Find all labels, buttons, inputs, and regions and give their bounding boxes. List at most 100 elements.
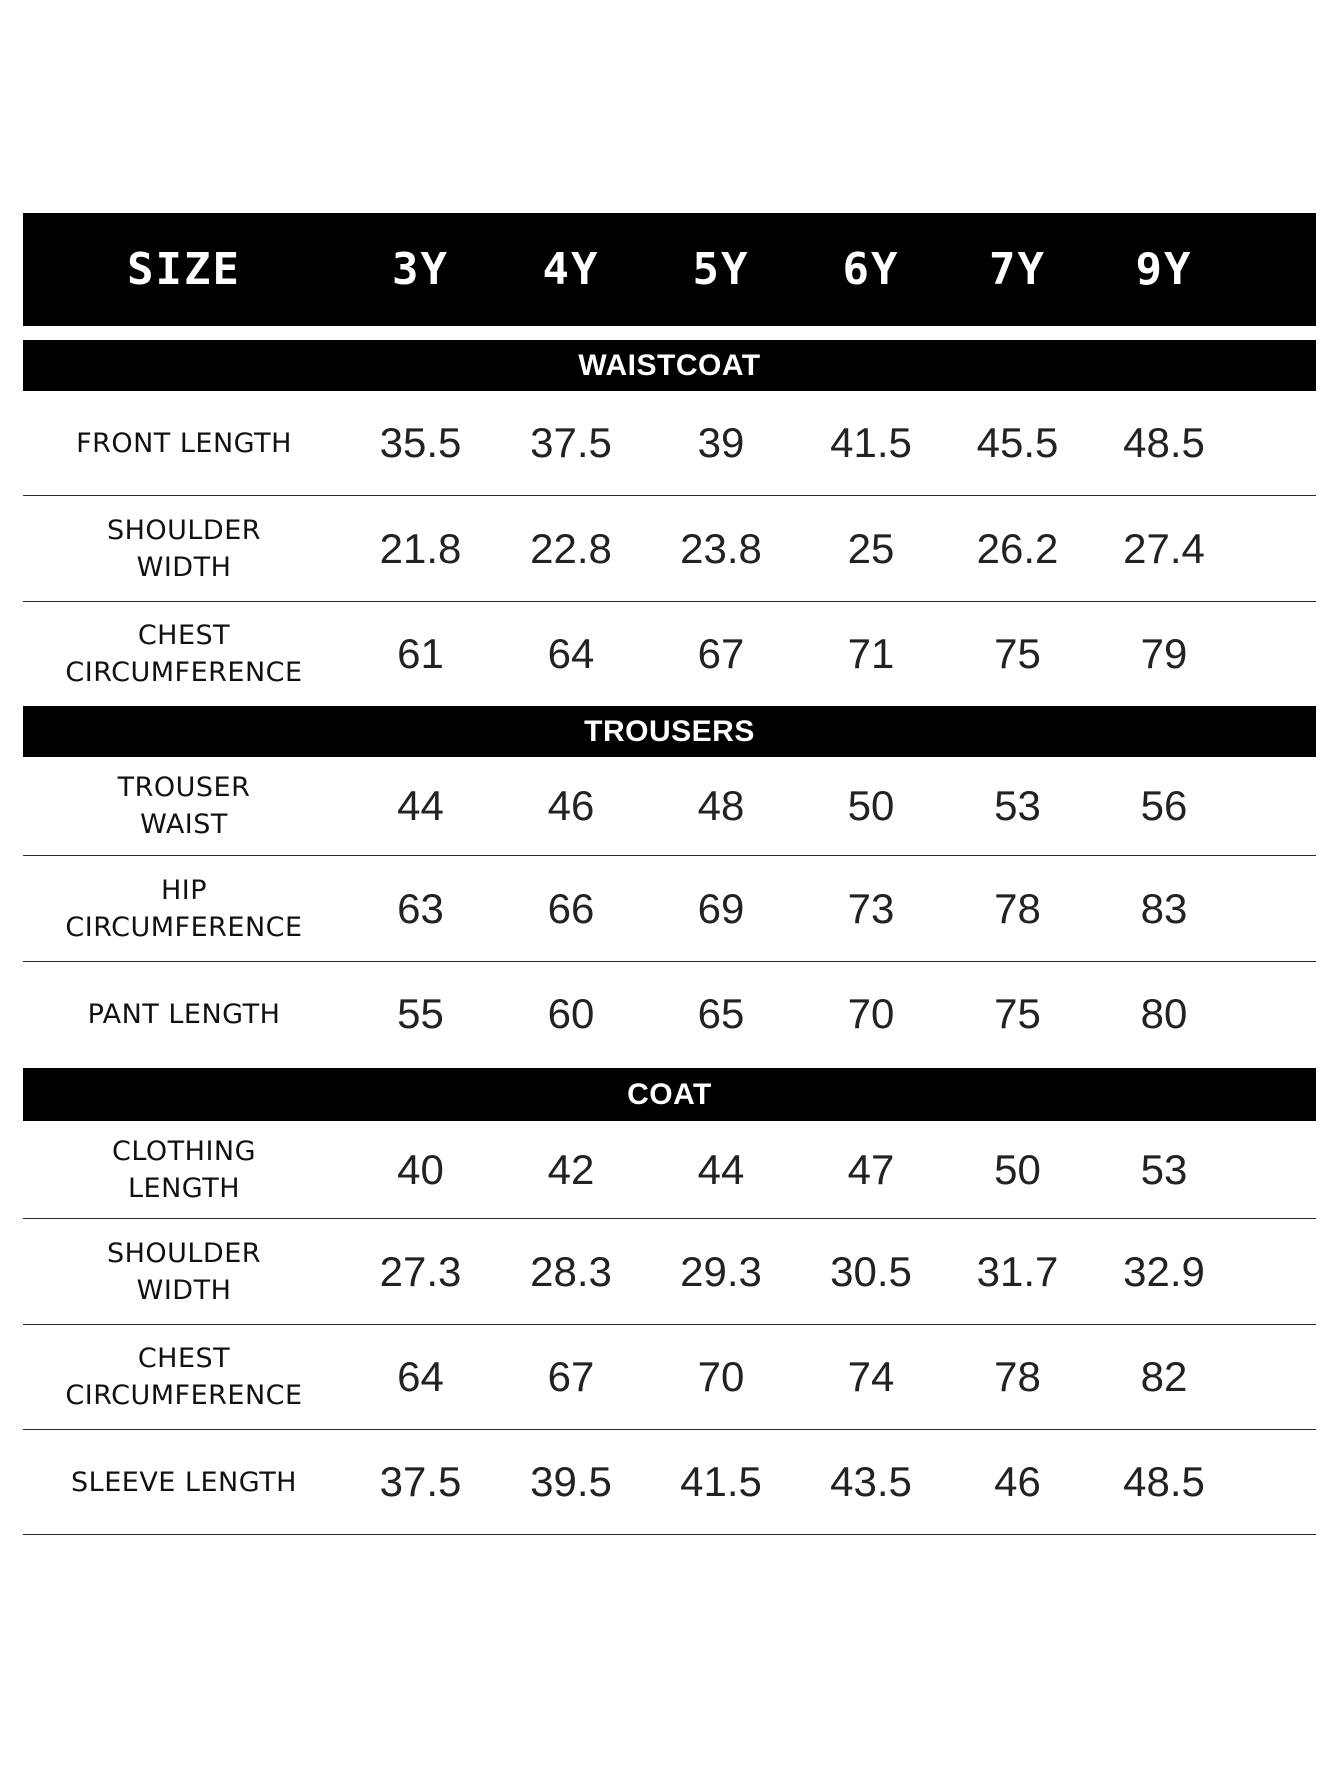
table-cell: 70 — [697, 1353, 745, 1400]
table-cell: 60 — [547, 990, 595, 1037]
table-cell: 53 — [994, 782, 1041, 829]
table-cell: 27.3 — [379, 1247, 462, 1295]
size-header-9y: 9Y — [1135, 244, 1193, 295]
table-row: FRONT LENGTH 35.5 37.5 39 41.5 45.5 48.5 — [23, 391, 1316, 496]
table-row: TROUSER WAIST 44 46 48 50 53 56 — [23, 757, 1316, 856]
table-cell: 78 — [994, 1353, 1041, 1400]
table-cell: 48.5 — [1123, 419, 1205, 466]
table-cell: 55 — [397, 990, 444, 1037]
table-row: SHOULDER WIDTH 27.3 28.3 29.3 30.5 31.7 3… — [23, 1219, 1316, 1325]
row-label-line: CIRCUMFERENCE — [65, 657, 303, 688]
table-cell: 48.5 — [1123, 1458, 1205, 1505]
table-cell: 32.9 — [1123, 1247, 1205, 1295]
table-cell: 79 — [1140, 630, 1188, 677]
table-cell: 64 — [397, 1353, 444, 1400]
table-cell: 39 — [697, 419, 745, 466]
size-chart: SIZE 3Y 4Y 5Y 6Y 7Y 9Y WAISTCOAT FRONT L… — [23, 213, 1316, 1535]
table-cell: 67 — [547, 1353, 595, 1400]
table-cell: 48 — [697, 782, 745, 829]
row-label: TROUSER WAIST — [23, 769, 345, 843]
table-row: CHEST CIRCUMFERENCE 61 64 67 71 75 79 — [23, 602, 1316, 706]
table-cell: 69 — [697, 884, 745, 932]
table-cell: 50 — [994, 1145, 1041, 1193]
table-row: PANT LENGTH 55 60 65 70 75 80 — [23, 962, 1316, 1066]
table-row: HIP CIRCUMFERENCE 63 66 69 73 78 83 — [23, 856, 1316, 962]
row-label: HIP CIRCUMFERENCE — [23, 872, 345, 946]
row-label-line: CHEST — [137, 620, 231, 651]
row-label-line: SHOULDER — [106, 514, 262, 546]
row-label-line: FRONT LENGTH — [76, 427, 292, 459]
row-label: FRONT LENGTH — [23, 425, 345, 462]
table-cell: 47 — [847, 1145, 895, 1193]
row-label: SHOULDER WIDTH — [23, 512, 345, 586]
table-cell: 82 — [1140, 1353, 1188, 1400]
section-coat: COAT — [23, 1068, 1316, 1121]
row-label-line: WAIST — [140, 809, 228, 840]
row-label: CLOTHING LENGTH — [23, 1133, 345, 1207]
table-cell: 80 — [1140, 990, 1188, 1037]
size-header-3y: 3Y — [392, 244, 449, 295]
table-cell: 37.5 — [530, 419, 612, 466]
row-label-line: PANT LENGTH — [87, 998, 281, 1030]
table-cell: 53 — [1140, 1145, 1188, 1193]
table-cell: 66 — [547, 884, 595, 932]
section-waistcoat: WAISTCOAT — [23, 340, 1316, 391]
table-cell: 39.5 — [530, 1458, 612, 1505]
row-label: PANT LENGTH — [23, 996, 345, 1033]
size-header-6y: 6Y — [842, 244, 900, 295]
table-cell: 74 — [847, 1353, 895, 1400]
size-header-7y: 7Y — [989, 244, 1046, 295]
table-cell: 75 — [994, 990, 1041, 1037]
row-label-line: CIRCUMFERENCE — [65, 1380, 303, 1411]
table-cell: 63 — [397, 884, 444, 932]
row-label-line: TROUSER — [117, 772, 251, 803]
table-cell: 64 — [547, 630, 595, 677]
table-cell: 83 — [1140, 884, 1188, 932]
table-cell: 41.5 — [830, 419, 912, 466]
table-cell: 67 — [697, 630, 745, 677]
row-label-line: WIDTH — [136, 1274, 232, 1306]
row-label-line: CIRCUMFERENCE — [65, 911, 303, 943]
table-cell: 61 — [397, 630, 444, 677]
row-label-line: HIP — [160, 874, 208, 906]
size-header-5y: 5Y — [692, 244, 750, 295]
row-label-line: WIDTH — [136, 551, 232, 583]
table-cell: 78 — [994, 884, 1041, 932]
row-label: CHEST CIRCUMFERENCE — [23, 617, 345, 691]
table-cell: 23.8 — [680, 524, 762, 572]
size-header-4y: 4Y — [542, 244, 600, 295]
table-cell: 46 — [547, 782, 595, 829]
table-cell: 31.7 — [976, 1247, 1059, 1295]
table-cell: 42 — [547, 1145, 595, 1193]
row-label-line: CLOTHING — [111, 1135, 257, 1167]
table-cell: 26.2 — [976, 524, 1059, 572]
size-header-bar: SIZE 3Y 4Y 5Y 6Y 7Y 9Y — [23, 213, 1316, 326]
table-cell: 44 — [397, 782, 444, 829]
table-cell: 30.5 — [830, 1247, 912, 1295]
row-label: CHEST CIRCUMFERENCE — [23, 1340, 345, 1414]
table-cell: 21.8 — [379, 524, 462, 572]
table-cell: 73 — [847, 884, 895, 932]
table-cell: 37.5 — [379, 1458, 462, 1505]
table-cell: 27.4 — [1123, 524, 1205, 572]
table-cell: 22.8 — [530, 524, 612, 572]
table-cell: 40 — [397, 1145, 444, 1193]
row-label-line: LENGTH — [127, 1172, 241, 1204]
table-cell: 71 — [847, 630, 895, 677]
table-cell: 46 — [994, 1458, 1041, 1505]
table-cell: 29.3 — [680, 1247, 762, 1295]
table-cell: 28.3 — [530, 1247, 612, 1295]
table-cell: 44 — [697, 1145, 745, 1193]
row-label-line: SHOULDER — [106, 1237, 262, 1269]
table-cell: 65 — [697, 990, 745, 1037]
table-cell: 75 — [994, 630, 1041, 677]
table-cell: 41.5 — [680, 1458, 762, 1505]
table-row: CLOTHING LENGTH 40 42 44 47 50 53 — [23, 1121, 1316, 1219]
table-row: SLEEVE LENGTH 37.5 39.5 41.5 43.5 46 48.… — [23, 1430, 1316, 1535]
size-header-label: SIZE — [127, 244, 241, 295]
table-cell: 56 — [1140, 782, 1188, 829]
row-label-line: CHEST — [137, 1343, 231, 1374]
table-cell: 25 — [847, 524, 895, 572]
table-cell: 70 — [847, 990, 895, 1037]
table-row: SHOULDER WIDTH 21.8 22.8 23.8 25 26.2 27.… — [23, 496, 1316, 602]
